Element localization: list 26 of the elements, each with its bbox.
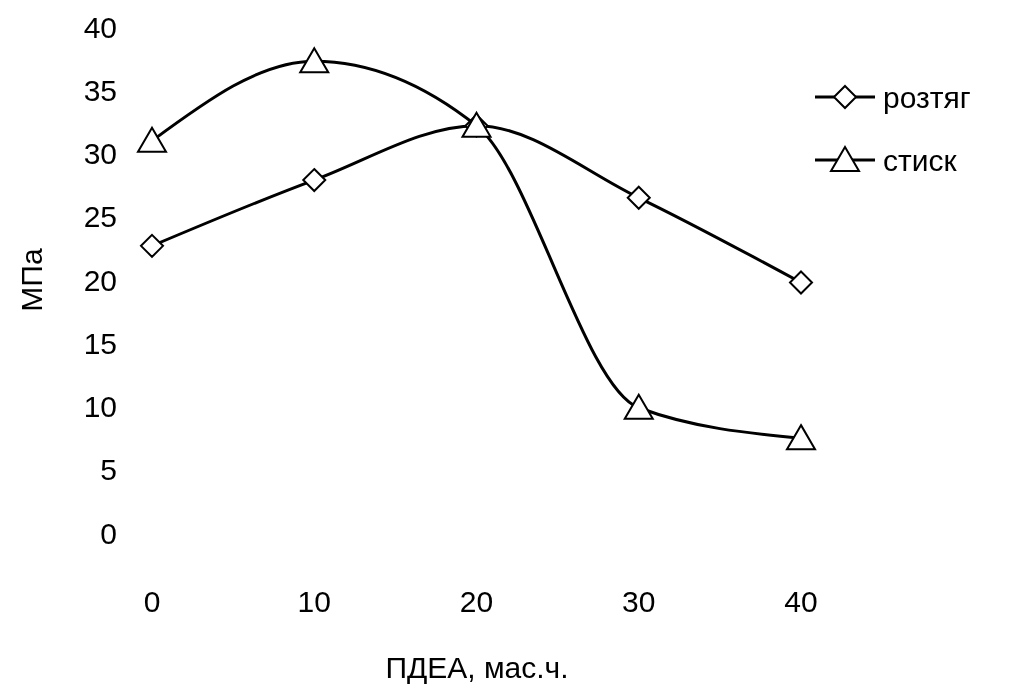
point <box>299 47 330 74</box>
legend-label: розтяг <box>883 80 971 114</box>
point <box>623 393 654 420</box>
x-axis-title: ПДЕА, мас.ч. <box>385 651 569 684</box>
legend-label: стиск <box>883 143 958 177</box>
point <box>140 233 164 258</box>
y-tick-label: 35 <box>83 73 117 107</box>
y-tick-label: 0 <box>100 516 117 550</box>
y-tick-label: 25 <box>83 200 117 234</box>
point <box>789 270 813 295</box>
x-tick-label: 30 <box>622 585 656 618</box>
y-tick-label: 10 <box>83 390 117 423</box>
y-tick-label: 40 <box>83 10 117 44</box>
y-tick-label: 5 <box>100 453 117 487</box>
point <box>786 424 816 451</box>
x-tick-label: 20 <box>459 585 494 618</box>
x-tick-label: 10 <box>297 585 331 618</box>
x-tick-label: 40 <box>784 585 818 618</box>
y-axis-title: МПа <box>15 248 48 312</box>
point <box>626 185 651 210</box>
x-tick-label: 0 <box>143 585 161 618</box>
y-tick-label: 15 <box>83 326 117 360</box>
point <box>137 126 167 153</box>
point <box>302 168 327 193</box>
y-tick-label: 30 <box>83 137 117 170</box>
y-tick-label: 20 <box>83 263 117 297</box>
